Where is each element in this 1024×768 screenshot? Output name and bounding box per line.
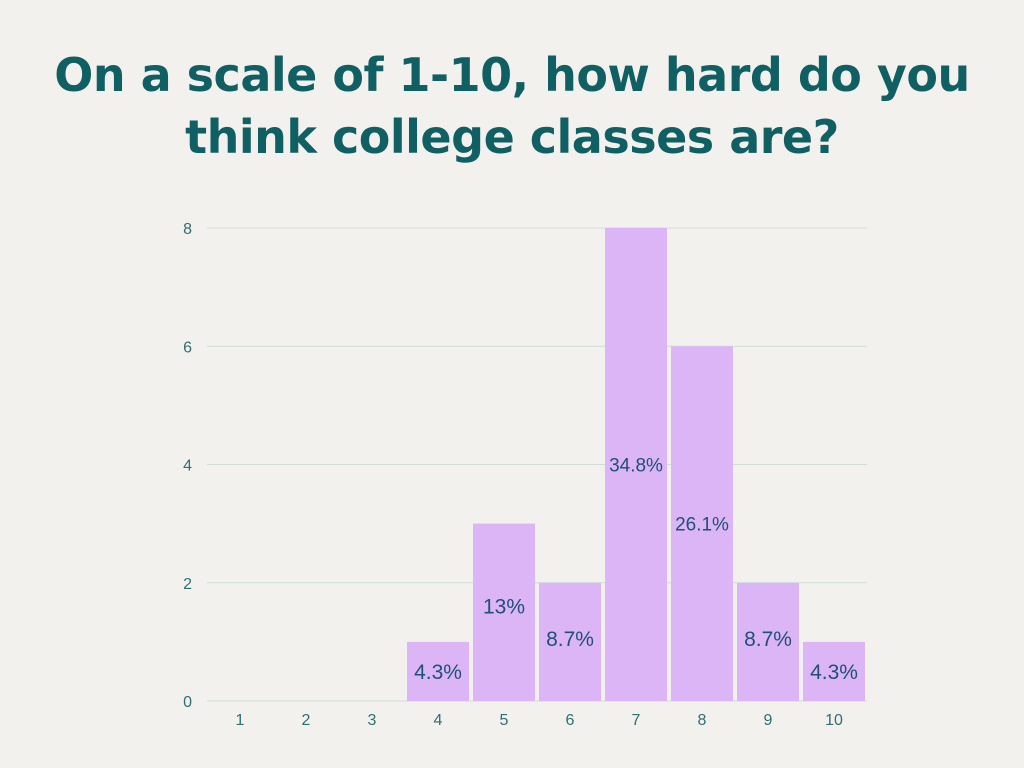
bar-5 [473,523,535,701]
bar-10 [803,641,865,701]
bar-7 [605,228,667,701]
y-tick-label: 6 [183,339,192,356]
data-labels: 4.3% 13% 8.7% 34.8% 26.1% 8.7% 4.3% [414,456,858,685]
bar-6 [539,582,601,701]
data-label-6: 8.7% [546,628,594,651]
x-tick-label-4: 4 [434,712,443,729]
data-label-10: 4.3% [810,661,858,684]
data-label-4: 4.3% [414,661,462,684]
x-tick-label-9: 9 [764,712,773,729]
x-tick-label-1: 1 [236,712,245,729]
y-tick-label: 2 [183,576,192,593]
x-tick-label-6: 6 [566,712,575,729]
bar-8 [671,346,733,701]
x-tick-label-10: 10 [825,712,843,729]
data-label-5: 13% [483,596,525,619]
x-tick-label-3: 3 [368,712,377,729]
data-label-7: 34.8% [609,456,663,477]
x-tick-label-8: 8 [698,712,707,729]
bars [407,228,865,701]
y-tick-label: 8 [183,221,192,238]
data-label-9: 8.7% [744,628,792,651]
x-axis: 1 2 3 4 5 6 7 8 9 10 [236,712,843,729]
bar-4 [407,641,469,701]
bar-9 [737,582,799,701]
x-tick-label-5: 5 [500,712,509,729]
x-tick-label-7: 7 [632,712,641,729]
y-tick-label: 0 [183,694,192,711]
y-axis: 0 2 4 6 8 [183,221,192,711]
x-tick-label-2: 2 [302,712,311,729]
data-label-8: 26.1% [675,515,729,536]
chart-title: On a scale of 1-10, how hard do you thin… [54,48,970,164]
y-tick-label: 4 [183,458,192,475]
